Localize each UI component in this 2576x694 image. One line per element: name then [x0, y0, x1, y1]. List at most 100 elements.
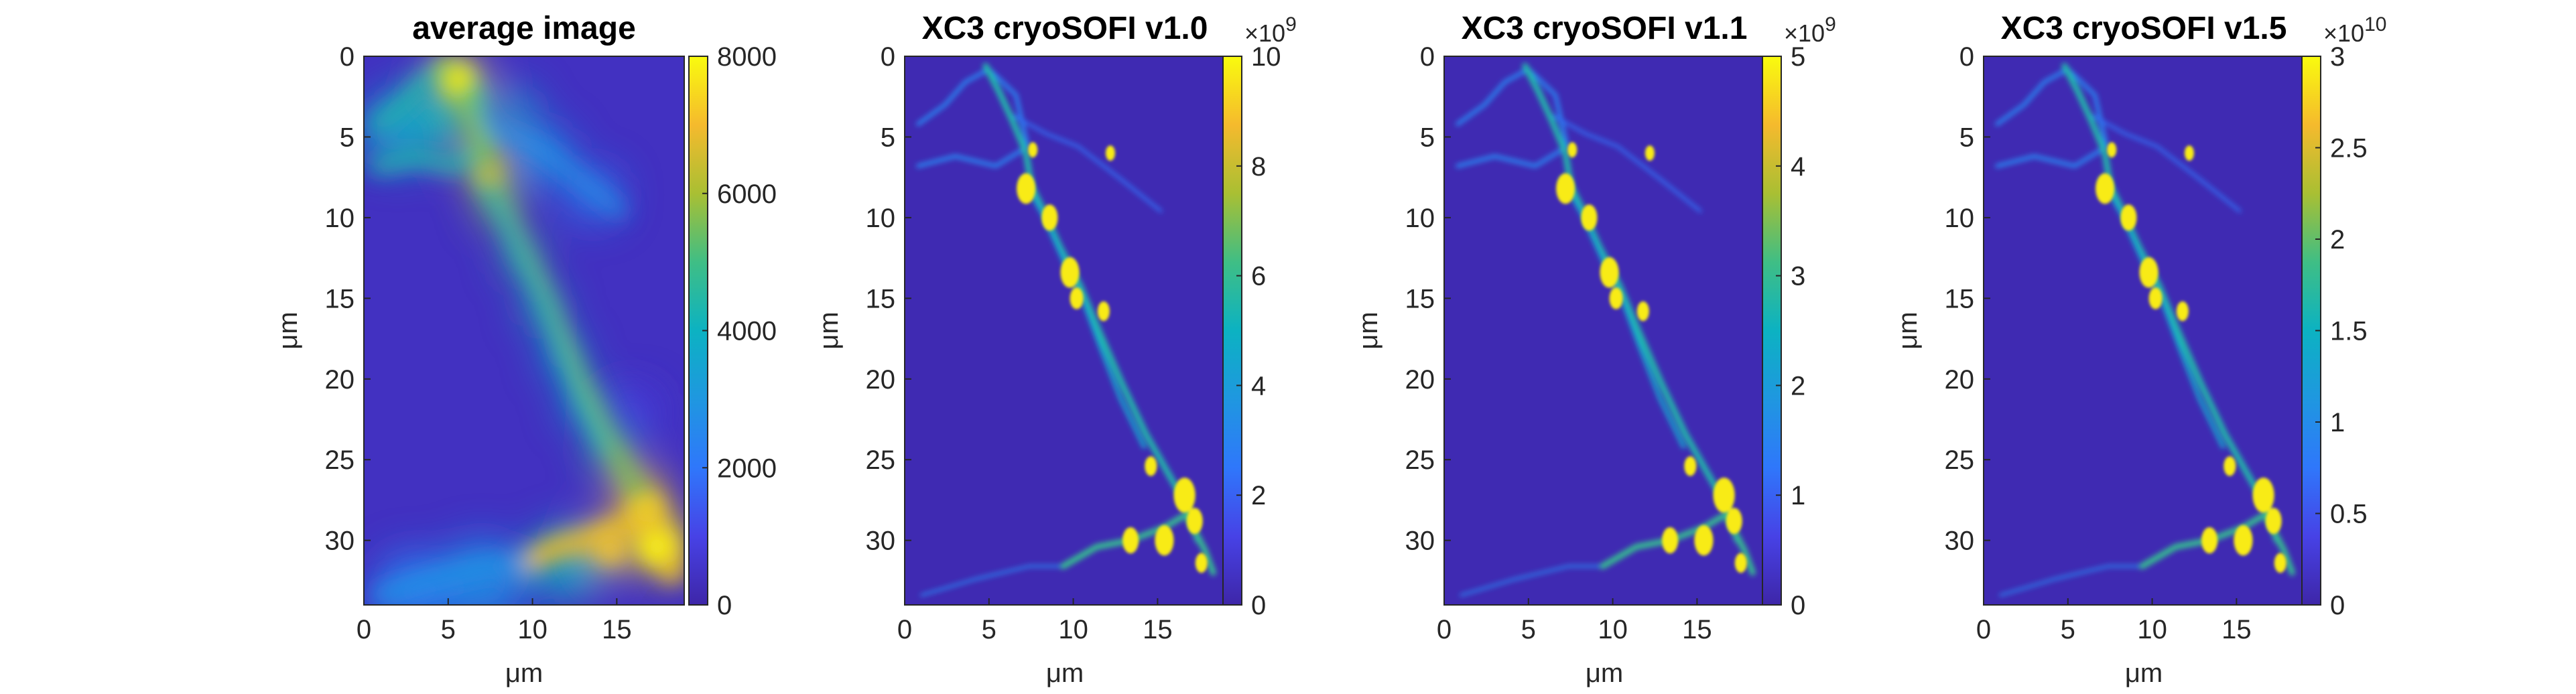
colorbar-tick-label: 0	[1251, 591, 1266, 620]
signal-peak	[1567, 142, 1577, 158]
y-tick-label: 25	[1405, 445, 1435, 475]
signal-peak	[2201, 527, 2218, 554]
colorbar-tick-label: 5	[1791, 42, 1805, 72]
x-axis-label: μm	[1046, 658, 1084, 688]
colorbar	[1762, 56, 1782, 606]
peak-signal	[443, 64, 674, 564]
y-tick-label: 5	[340, 123, 355, 152]
signal-peak	[1105, 145, 1115, 161]
colorbar-exponent-power: 9	[1285, 13, 1297, 36]
x-tick-label: 5	[1521, 615, 1536, 644]
signal-peak	[1097, 301, 1110, 322]
signal-peak	[1694, 525, 1714, 556]
y-tick-label: 5	[1959, 123, 1974, 152]
x-tick-label: 0	[357, 615, 371, 644]
signal-peak	[2176, 301, 2189, 322]
colorbar-tick-label: 4	[1251, 371, 1266, 401]
image-background	[1984, 56, 2304, 605]
x-tick-label: 10	[1598, 615, 1628, 644]
x-tick-label: 15	[2221, 615, 2252, 644]
colorbar-exponent-base: ×10	[1784, 19, 1825, 47]
x-axis-label: μm	[505, 658, 543, 688]
y-tick-label: 30	[325, 527, 355, 556]
y-tick-label: 25	[866, 445, 896, 475]
y-tick-label: 5	[881, 123, 895, 152]
signal-peak	[2148, 287, 2163, 309]
colorbar-tick-label: 2	[1251, 481, 1266, 510]
signal-peak	[1145, 456, 1157, 476]
y-tick-label: 0	[1420, 42, 1435, 72]
colorbar-exponent: ×109	[1784, 13, 1836, 47]
bright-spots	[1556, 142, 1747, 573]
signal-peak	[1726, 508, 1742, 535]
y-axis-label: μm	[273, 311, 303, 349]
signal-peak	[2224, 456, 2236, 476]
filament	[1995, 67, 2109, 168]
colorbar-tick-label: 6000	[717, 180, 777, 209]
y-tick-label: 15	[325, 284, 355, 314]
filament	[475, 172, 610, 454]
heatmap-image	[916, 63, 1216, 597]
filament	[372, 557, 531, 604]
colorbar-tick-label: 4000	[717, 317, 777, 346]
signal-peak	[640, 530, 674, 564]
signal-peak	[1060, 257, 1080, 288]
colorbar-tick-label: 8	[1251, 152, 1266, 182]
signal-peak	[2252, 478, 2274, 513]
chart-title: XC3 cryoSOFI v1.5	[2001, 11, 2287, 46]
signal-peak	[2184, 145, 2194, 161]
colorbar-tick-label: 3	[1791, 262, 1805, 291]
signal-peak	[1041, 204, 1058, 231]
y-tick-label: 15	[1405, 284, 1435, 314]
colorbar-tick-label: 3	[2330, 42, 2345, 72]
signal-peak	[2120, 204, 2137, 231]
filament	[920, 565, 1065, 597]
y-axis-label: μm	[1354, 311, 1383, 349]
signal-peak	[596, 536, 624, 564]
colorbar-tick-label: 10	[1251, 42, 1281, 72]
y-tick-label: 5	[1420, 123, 1435, 152]
colorbar	[1222, 56, 1242, 606]
colorbar-exponent-base: ×10	[2323, 19, 2364, 47]
signal-peak	[1186, 508, 1203, 535]
x-tick-label: 0	[1976, 615, 1991, 644]
signal-peak	[2274, 553, 2287, 573]
chart-title: XC3 cryoSOFI v1.0	[922, 11, 1208, 46]
y-tick-label: 0	[881, 42, 895, 72]
colorbar-exponent: ×1010	[2323, 13, 2386, 47]
signal-peak	[1636, 301, 1649, 322]
y-tick-label: 25	[1945, 445, 1975, 475]
signal-peak	[1581, 204, 1598, 231]
colorbar-tick-label: 2000	[717, 454, 777, 483]
y-tick-label: 20	[325, 365, 355, 395]
signal-peak	[1734, 553, 1747, 573]
colorbar-tick-label: 2	[2330, 225, 2345, 255]
x-tick-label: 15	[1682, 615, 1712, 644]
x-tick-label: 5	[982, 615, 996, 644]
heatmap-image	[1995, 63, 2295, 597]
y-tick-label: 30	[866, 527, 896, 556]
y-tick-label: 20	[866, 365, 896, 395]
panel-3: XC3 cryoSOFI v1.10 5 10 15051015202530μmμm0…	[1354, 11, 1836, 688]
colorbar-tick-label: 0	[1791, 591, 1805, 620]
y-tick-label: 25	[325, 445, 355, 475]
image-background	[1444, 56, 1764, 605]
y-tick-label: 30	[1945, 527, 1975, 556]
filament	[1549, 113, 1702, 213]
colorbar-tick-label: 0	[717, 591, 732, 620]
y-tick-label: 30	[1405, 527, 1435, 556]
signal-peak	[1017, 173, 1036, 204]
y-tick-label: 0	[340, 42, 355, 72]
bright-spots	[1017, 142, 1208, 573]
chart-title: XC3 cryoSOFI v1.1	[1462, 11, 1748, 46]
signal-peak	[1155, 525, 1174, 556]
filament	[1999, 565, 2144, 597]
colorbar-tick-label: 0.5	[2330, 500, 2368, 529]
x-tick-label: 5	[441, 615, 456, 644]
x-tick-label: 15	[602, 615, 632, 644]
x-tick-label: 5	[2061, 615, 2075, 644]
signal-blob	[489, 87, 536, 135]
x-tick-label: 10	[1058, 615, 1088, 644]
signal-peak	[1609, 287, 1623, 309]
